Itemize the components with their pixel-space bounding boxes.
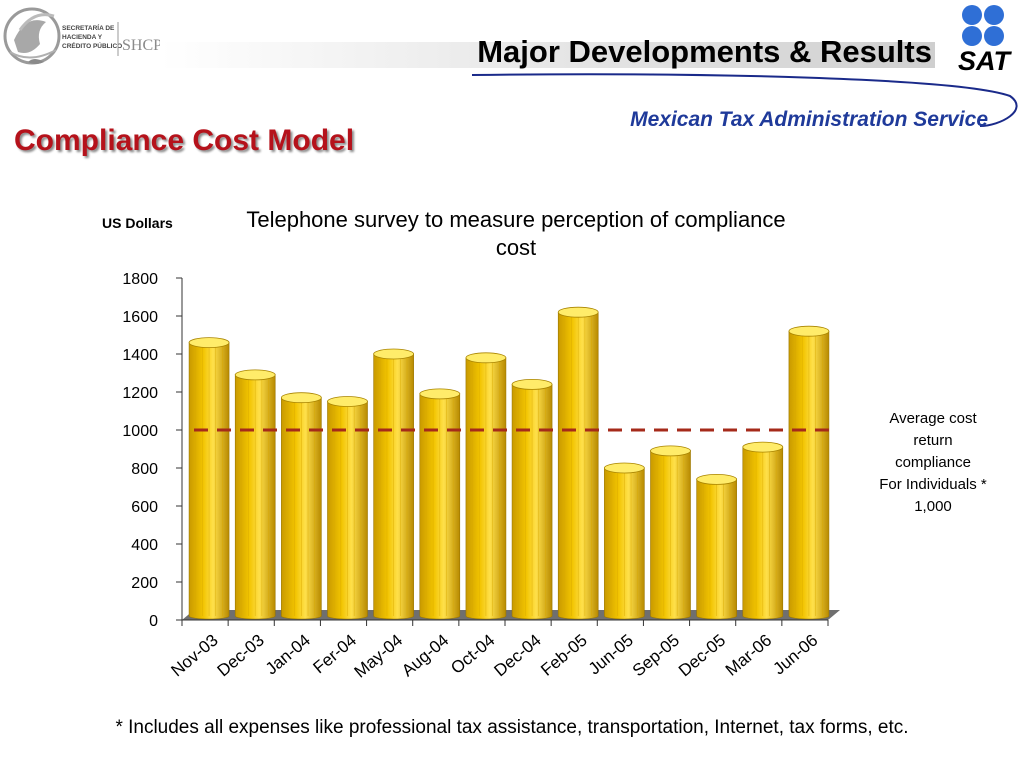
y-tick-label-6: 1200	[122, 385, 158, 402]
y-axis-unit-label: US Dollars	[102, 215, 173, 231]
footnote: * Includes all expenses like professiona…	[115, 717, 909, 738]
sat-dots-icon	[962, 5, 1004, 46]
sat-logo-text: SAT	[958, 46, 1013, 74]
x-tick-label-5: Aug-04	[398, 631, 452, 681]
x-tick-label-6: Oct-04	[447, 631, 498, 678]
logo-text-line-3: CRÉDITO PÚBLICO	[62, 41, 122, 50]
shcp-logo: SECRETARÍA DE HACIENDA Y CRÉDITO PÚBLICO…	[3, 7, 160, 65]
y-tick-label-5: 1000	[122, 423, 158, 440]
logo-acronym: SHCP	[122, 37, 160, 54]
bar-11-top	[696, 473, 738, 485]
header-subtitle: Mexican Tax Administration Service	[630, 108, 988, 131]
x-tick-label-4: May-04	[351, 631, 407, 682]
y-tick-label-7: 1400	[122, 347, 158, 364]
y-tick-label-2: 400	[131, 537, 158, 554]
x-tick-label-12: Mar-06	[722, 631, 775, 680]
y-tick-label-3: 600	[131, 499, 158, 516]
slide-title: Compliance Cost Model	[14, 124, 355, 157]
x-tick-label-1: Dec-03	[214, 631, 268, 681]
annotation-line-3: compliance	[895, 454, 971, 471]
x-tick-label-0: Nov-03	[167, 631, 221, 681]
x-tick-label-13: Jun-06	[769, 631, 821, 679]
header-title: Major Developments & Results	[477, 34, 932, 69]
bar-10-top	[650, 445, 691, 457]
bar-1-top	[234, 369, 276, 381]
bar-2-top	[280, 392, 322, 404]
y-tick-label-4: 800	[131, 461, 158, 478]
x-tick-label-10: Sep-05	[629, 631, 683, 681]
bar-7-top	[511, 378, 553, 390]
annotation-line-5: 1,000	[914, 498, 952, 515]
chart-title: Telephone survey to measure perception o…	[246, 207, 786, 260]
x-tick-label-11: Dec-05	[675, 631, 729, 681]
logo-text-line-2: HACIENDA Y	[62, 34, 103, 41]
x-tick-label-9: Jun-05	[585, 631, 637, 679]
average-cost-annotation: Average cost return compliance For Indiv…	[866, 408, 1000, 518]
annotation-line-1: Average cost	[889, 410, 977, 427]
bar-3-top	[327, 396, 368, 407]
y-tick-label-8: 1600	[122, 309, 158, 326]
bar-13-top	[788, 325, 830, 337]
y-tick-label-9: 1800	[122, 271, 158, 288]
annotation-line-4: For Individuals *	[879, 476, 987, 493]
bar-9-top	[603, 462, 645, 474]
chart-floor	[182, 610, 840, 620]
annotation-line-2: return	[913, 432, 953, 449]
logo-text-line-1: SECRETARÍA DE	[62, 23, 115, 32]
y-tick-label-0: 0	[149, 613, 158, 630]
x-tick-label-8: Feb-05	[537, 631, 590, 680]
bar-5-top	[419, 388, 461, 400]
x-tick-label-7: Dec-04	[490, 631, 544, 681]
bar-8-top	[557, 306, 599, 318]
bar-6-top	[465, 352, 507, 364]
header-bar	[160, 42, 935, 68]
bar-12-top	[742, 441, 784, 453]
sat-logo: SAT	[958, 5, 1013, 74]
x-tick-label-2: Jan-04	[262, 631, 314, 679]
bar-4-top	[373, 348, 415, 360]
mexican-eagle-seal-icon	[3, 7, 61, 65]
y-tick-label-1: 200	[131, 575, 158, 592]
bar-0-top	[188, 337, 230, 349]
